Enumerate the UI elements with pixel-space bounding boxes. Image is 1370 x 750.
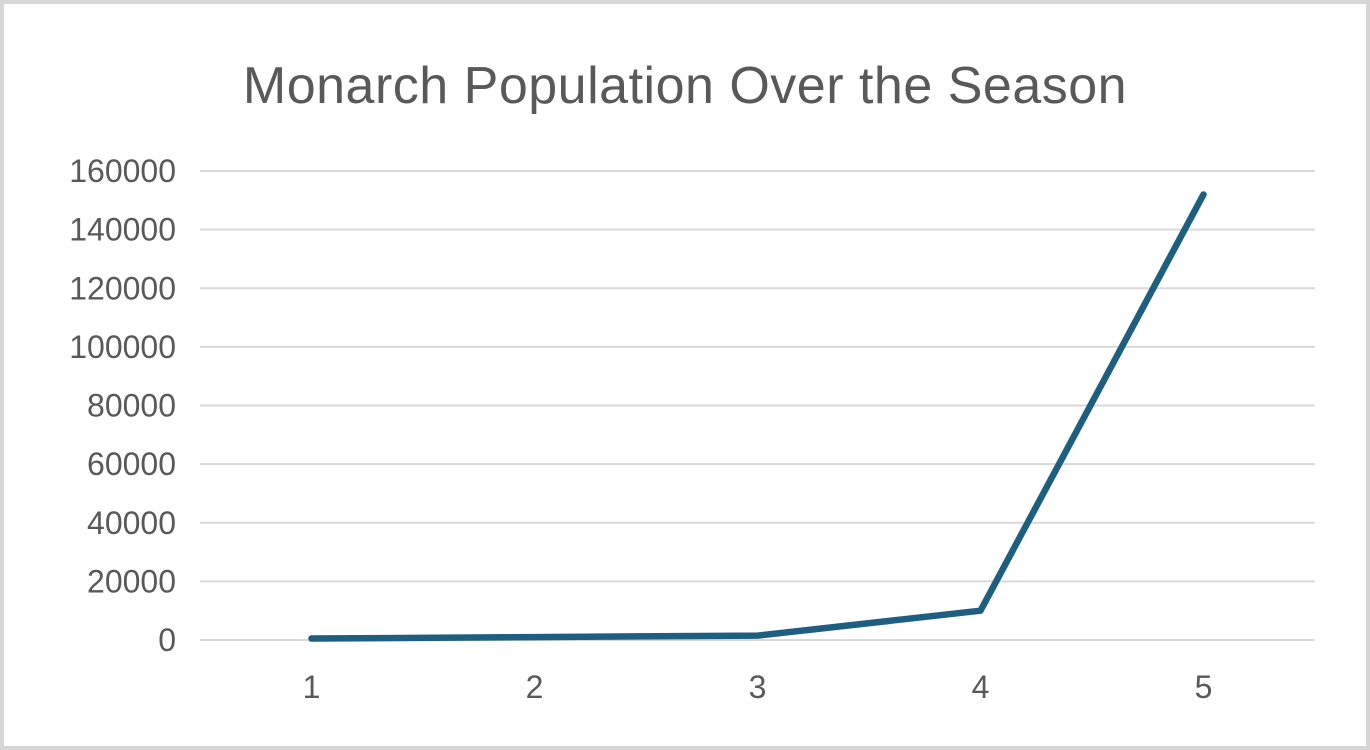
x-axis-tick-label: 2 [526,669,544,705]
y-axis-tick-label: 160000 [69,153,176,189]
data-line [308,191,1207,642]
x-axis-tick-label: 4 [972,669,990,705]
x-axis-tick-label: 1 [303,669,321,705]
x-axis-tick-label: 3 [749,669,767,705]
y-axis-tick-label: 80000 [87,388,176,424]
y-axis-tick-label: 20000 [87,563,176,599]
line-chart-plot: 0 20000 40000 60000 80000 100000 120000 140000 1… [69,153,1315,705]
y-axis-tick-label: 60000 [87,446,176,482]
y-axis-tick-label: 100000 [69,329,176,365]
y-axis-tick-label: 120000 [69,270,176,306]
y-axis-tick-label: 140000 [69,212,176,248]
x-axis-tick-label: 5 [1195,669,1213,705]
y-axis-tick-label: 0 [158,622,176,658]
chart-title: Monarch Population Over the Season [242,57,1128,115]
y-axis-tick-label: 40000 [87,505,176,541]
